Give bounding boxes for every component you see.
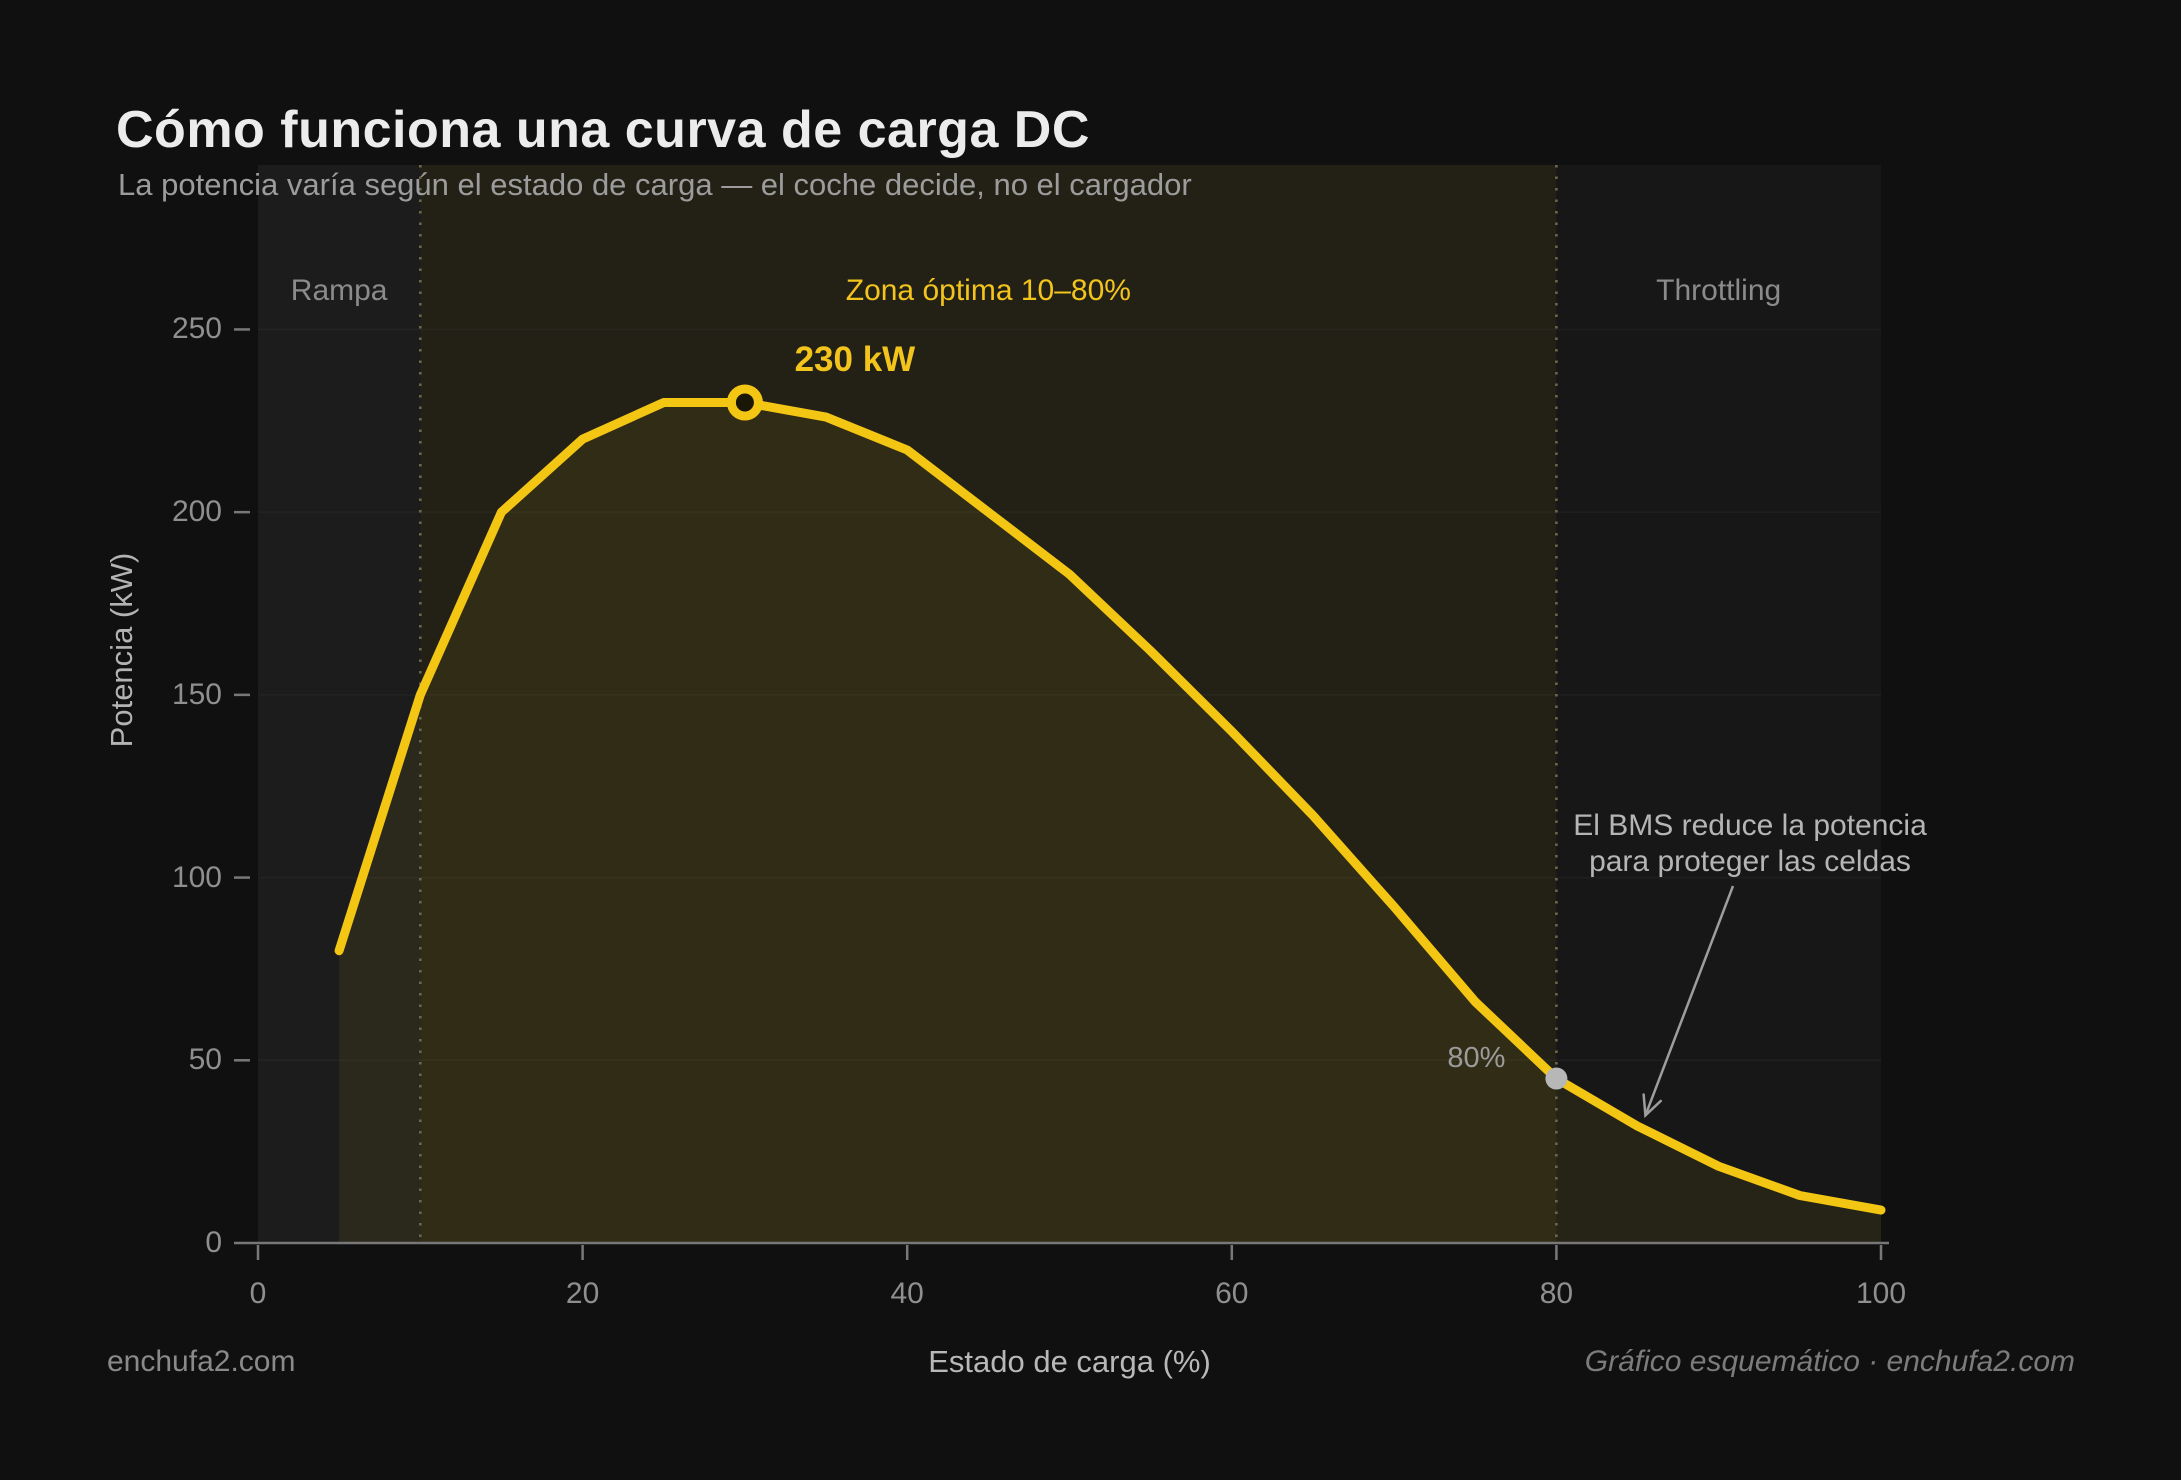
- x-tick-label: 20: [565, 1277, 600, 1310]
- x-tick-label: 40: [890, 1277, 924, 1310]
- soc-80-label: 80%: [1447, 1042, 1506, 1074]
- peak-marker: [726, 384, 763, 421]
- page-subtitle: La potencia varía según el estado de car…: [118, 167, 1192, 202]
- y-tick-label: 150: [171, 677, 222, 711]
- zone-label-throttling: Throttling: [1656, 274, 1782, 307]
- footer-site: enchufa2.com: [107, 1345, 296, 1378]
- x-tick-label: 0: [249, 1277, 267, 1310]
- bms-note-line-2: para proteger las celdas: [1589, 845, 1911, 878]
- zone-label-optima: Zona óptima 10–80%: [845, 274, 1131, 307]
- y-axis-label: Potencia (kW): [104, 552, 140, 748]
- footer-caption: Gráfico esquemático · enchufa2.com: [1584, 1345, 2075, 1378]
- zone-label-rampa: Rampa: [290, 274, 388, 307]
- y-tick-label: 0: [205, 1226, 222, 1259]
- x-axis-label: Estado de carga (%): [928, 1344, 1211, 1379]
- bms-arrow-line: [1644, 885, 1735, 1116]
- x-tick-label: 100: [1855, 1277, 1907, 1310]
- power-curve: [334, 398, 1886, 1215]
- x-tick-label: 80: [1539, 1277, 1574, 1310]
- y-tick-label: 50: [188, 1043, 222, 1077]
- peak-power-label: 230 kW: [794, 340, 916, 379]
- bms-arrow-head: [1642, 1093, 1662, 1119]
- zone-band-1: [420, 165, 1557, 1243]
- page-title: Cómo funciona una curva de carga DC: [116, 101, 1090, 159]
- plot-background: [258, 165, 1881, 1243]
- soc-80-marker: [1545, 1067, 1568, 1090]
- bms-note-line-1: El BMS reduce la potencia: [1573, 809, 1927, 842]
- y-tick-label: 200: [171, 495, 222, 529]
- bms-note: El BMS reduce la potencia para proteger …: [1573, 808, 1927, 880]
- zone-band-2: [1556, 165, 1881, 1243]
- y-tick-label: 250: [171, 312, 222, 346]
- power-area-fill: [339, 402, 1882, 1243]
- y-tick-label: 100: [171, 860, 222, 894]
- x-tick-label: 60: [1215, 1277, 1249, 1310]
